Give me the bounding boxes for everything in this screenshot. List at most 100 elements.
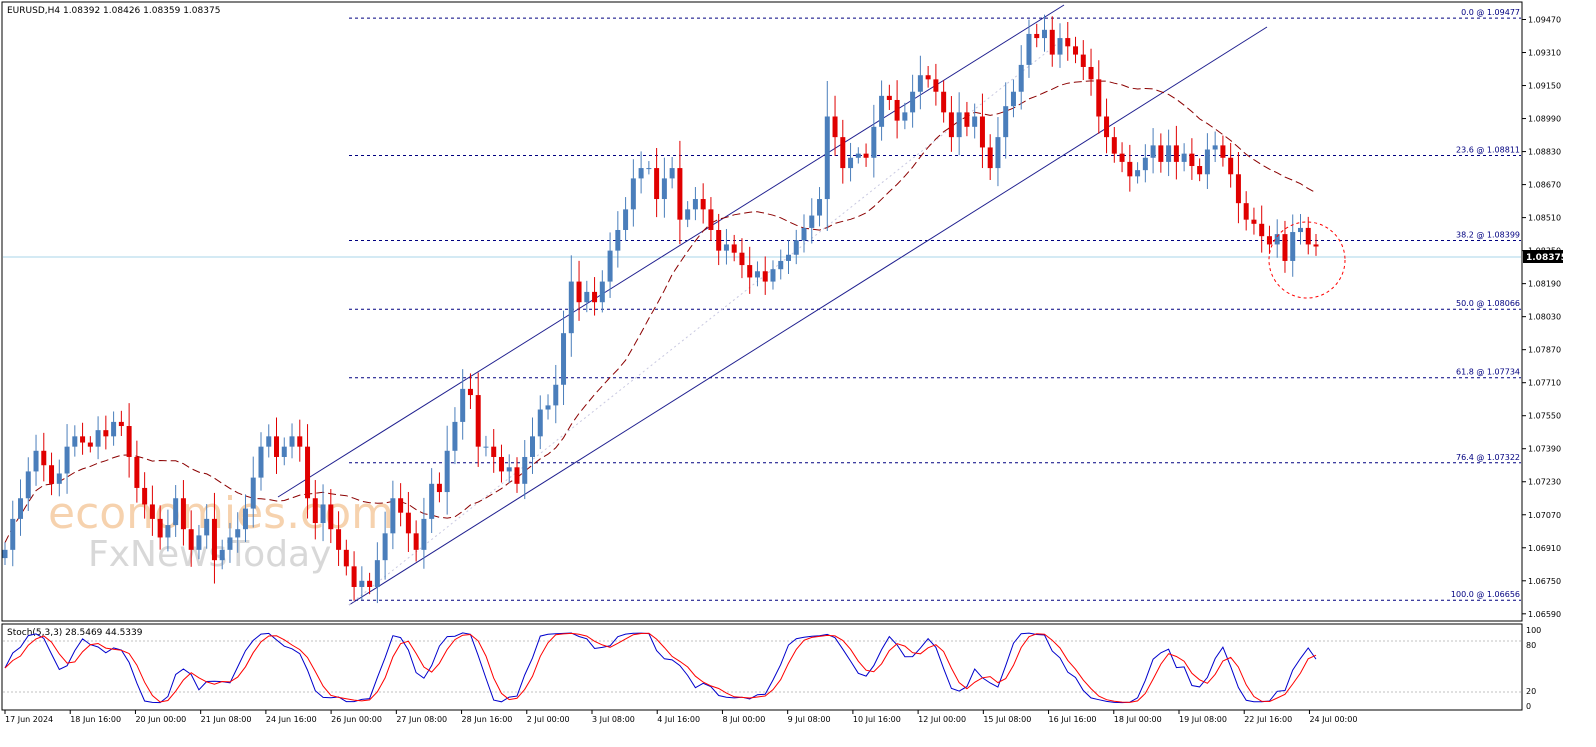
- candle-body-126: [979, 116, 985, 148]
- candle-body-87: [677, 168, 683, 220]
- candle-body-138: [1073, 46, 1079, 55]
- candle-body-31: [242, 508, 248, 530]
- candle-body-144: [1119, 153, 1125, 162]
- price-tick-label-3: 1.08990: [1528, 115, 1561, 124]
- candle-body-61: [475, 395, 481, 447]
- candle-body-63: [491, 446, 497, 457]
- candle-body-0: [2, 549, 8, 559]
- time-label-19: 22 Jul 16:00: [1244, 715, 1292, 724]
- candle-body-56: [436, 483, 442, 493]
- candle-body-127: [987, 147, 993, 169]
- candle-body-140: [1088, 66, 1094, 80]
- candle-body-119: [925, 75, 931, 80]
- candle-body-132: [1026, 33, 1032, 65]
- fib-label-5: 76.4 @ 1.07322: [1456, 453, 1520, 462]
- candle-body-14: [111, 421, 117, 437]
- candle-body-122: [948, 112, 954, 138]
- candle-body-157: [1220, 145, 1226, 158]
- price-tick-label-17: 1.06750: [1528, 577, 1561, 586]
- candle-body-147: [1142, 157, 1148, 171]
- candle-body-109: [848, 157, 854, 169]
- candle-body-164: [1274, 234, 1280, 245]
- time-label-14: 12 Jul 00:00: [918, 715, 966, 724]
- candle-body-33: [258, 446, 264, 478]
- candle-body-68: [530, 436, 536, 457]
- candle-body-148: [1150, 145, 1156, 158]
- candle-body-169: [1313, 244, 1319, 247]
- candle-body-76: [592, 291, 598, 303]
- candle-body-102: [793, 240, 799, 255]
- price-tick-label-5: 1.08670: [1528, 181, 1561, 190]
- candle-body-93: [723, 244, 729, 251]
- candle-body-117: [910, 91, 916, 113]
- candle-body-4: [33, 450, 39, 472]
- candle-body-130: [1010, 91, 1016, 107]
- candle-body-44: [343, 549, 349, 567]
- candle-body-166: [1290, 232, 1296, 261]
- candle-body-131: [1018, 64, 1024, 92]
- price-tick-label-13: 1.07390: [1528, 445, 1561, 454]
- candle-body-71: [553, 384, 559, 406]
- candle-body-129: [1003, 106, 1009, 138]
- candle-body-124: [964, 112, 970, 127]
- candle-body-73: [568, 281, 574, 334]
- candle-body-1: [10, 518, 16, 550]
- candle-body-8: [64, 446, 70, 474]
- price-tick-label-12: 1.07550: [1528, 412, 1561, 421]
- candle-body-137: [1065, 38, 1071, 47]
- time-label-12: 9 Jul 08:00: [788, 715, 831, 724]
- moving-average-line: [4, 80, 1317, 543]
- price-tick-label-8: 1.08190: [1528, 280, 1561, 289]
- candle-body-94: [731, 244, 737, 253]
- candle-body-62: [483, 446, 489, 448]
- time-label-10: 4 Jul 16:00: [657, 715, 700, 724]
- candle-body-152: [1181, 153, 1187, 162]
- candle-body-53: [413, 533, 419, 550]
- candle-body-91: [708, 209, 714, 230]
- candle-body-59: [460, 388, 466, 422]
- candle-body-106: [824, 116, 830, 200]
- candle-body-83: [646, 168, 652, 170]
- channel-upper-line: [277, 4, 1065, 498]
- fib-label-4: 61.8 @ 1.07734: [1456, 368, 1520, 377]
- candlesticks: [2, 14, 1319, 604]
- candle-body-142: [1104, 116, 1110, 138]
- candle-body-25: [196, 535, 202, 550]
- candle-body-15: [118, 421, 124, 427]
- candle-body-154: [1197, 166, 1203, 175]
- candle-body-26: [204, 518, 210, 536]
- candle-body-153: [1189, 153, 1195, 167]
- price-tick-label-10: 1.07870: [1528, 346, 1561, 355]
- fibonacci-levels: 0.0 @ 1.09477 23.6 @ 1.08811 38.2 @ 1.0839…: [349, 8, 1521, 601]
- candle-body-43: [336, 529, 342, 550]
- price-tick-label-4: 1.08830: [1528, 148, 1561, 157]
- candle-body-86: [669, 168, 675, 179]
- current-price-tag: [1523, 250, 1563, 263]
- stoch-scale-label-0: 100: [1526, 626, 1541, 635]
- candle-body-141: [1096, 79, 1102, 117]
- channel-mid-line: [348, 39, 1063, 606]
- candle-body-155: [1204, 149, 1210, 175]
- candle-body-9: [72, 436, 78, 447]
- candle-body-38: [297, 436, 303, 447]
- stoch-scale-label-2: 20: [1526, 687, 1536, 696]
- time-label-1: 18 Jun 16:00: [70, 715, 121, 724]
- candle-body-46: [359, 580, 365, 587]
- candle-body-37: [289, 436, 295, 447]
- candle-body-30: [235, 529, 241, 538]
- candle-body-78: [607, 250, 613, 282]
- candle-body-82: [638, 168, 644, 179]
- price-tick-label-14: 1.07230: [1528, 478, 1561, 487]
- fib-label-3: 50.0 @ 1.08066: [1456, 299, 1520, 308]
- candle-body-18: [142, 487, 148, 505]
- candle-body-146: [1135, 170, 1141, 177]
- price-axis: 1.09470 1.09310 1.09150 1.08990 1.08830 1.086…: [1522, 16, 1561, 619]
- candle-body-70: [545, 405, 551, 410]
- candle-body-24: [188, 529, 194, 550]
- candle-body-101: [785, 254, 791, 261]
- candle-body-139: [1080, 54, 1086, 67]
- main-panel-frame: [1, 1, 1523, 622]
- candle-body-123: [956, 112, 962, 138]
